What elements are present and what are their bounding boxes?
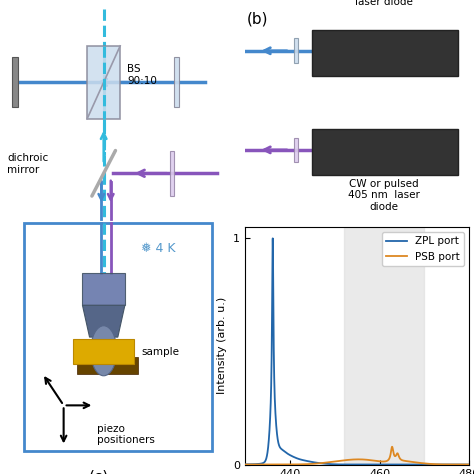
Bar [170, 151, 174, 196]
Text: (b): (b) [247, 11, 269, 27]
Legend: ZPL port, PSB port: ZPL port, PSB port [382, 232, 464, 266]
Bar [73, 339, 134, 365]
Circle shape [91, 326, 117, 376]
Line: PSB port: PSB port [245, 447, 469, 465]
Text: CW or pulsed
405 nm  laser
diode: CW or pulsed 405 nm laser diode [348, 179, 420, 212]
Bar [24, 223, 212, 451]
ZPL port [460, 462, 466, 467]
Bar [312, 129, 458, 174]
Text: sample: sample [141, 347, 179, 357]
Bar [87, 46, 120, 118]
ZPL port [419, 462, 425, 467]
PSB port [389, 444, 395, 450]
Bar [312, 30, 458, 75]
Bar [77, 357, 138, 374]
Text: 450 nm
laser diode: 450 nm laser diode [355, 0, 413, 8]
PSB port [466, 462, 472, 467]
PSB port [345, 457, 351, 463]
ZPL port [466, 462, 472, 467]
ZPL port [460, 462, 465, 467]
Text: dichroic
mirror: dichroic mirror [7, 154, 48, 175]
Bar [12, 57, 18, 107]
Bar [174, 57, 179, 107]
Text: piezo
positioners: piezo positioners [97, 424, 155, 445]
Text: (c): (c) [89, 469, 109, 474]
PSB port [419, 460, 425, 466]
Polygon shape [82, 305, 125, 337]
Y-axis label: Intensity (arb. u.): Intensity (arb. u.) [218, 297, 228, 394]
Bar [294, 38, 298, 63]
ZPL port [254, 461, 259, 467]
ZPL port [242, 462, 248, 467]
Bar [294, 137, 298, 162]
ZPL port [346, 462, 351, 467]
PSB port [254, 462, 259, 467]
Bar [82, 273, 125, 305]
PSB port [351, 456, 357, 462]
PSB port [460, 462, 466, 467]
Bar [344, 227, 424, 465]
Line: ZPL port: ZPL port [245, 238, 469, 465]
PSB port [242, 462, 248, 467]
ZPL port [270, 236, 275, 241]
PSB port [460, 462, 465, 467]
Text: BS
90:10: BS 90:10 [127, 64, 157, 86]
ZPL port [351, 462, 357, 467]
Text: ❅ 4 K: ❅ 4 K [141, 242, 176, 255]
